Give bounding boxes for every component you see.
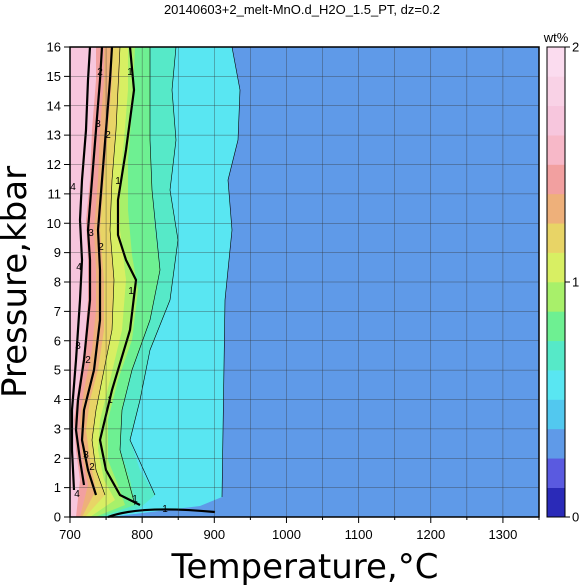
x-tick-label: 800 [131,527,153,542]
contour-lines [70,46,241,519]
colorbar-band [547,370,565,400]
y-tick-label: 9 [54,245,61,260]
colorbar-tick-label: 2 [572,40,579,55]
contour-label: 2 [89,462,95,473]
colorbar-band [547,399,565,430]
contour-label: 4 [70,182,76,193]
colorbar-band [547,76,565,107]
colorbar-band [547,340,565,371]
y-tick-label: 0 [54,510,61,525]
colorbar-band [547,164,565,195]
colorbar-title: wt% [543,30,569,45]
contour-label: 3 [88,228,94,239]
contour-line-4 [70,46,92,491]
contour-label: 1 [162,504,168,515]
contour-label-group: 1 1 1 1 1 1 2 2 2 2 2 3 3 3 3 4 4 4 [70,67,168,515]
colorbar-band [547,311,565,342]
contour-label: 1 [128,286,134,297]
y-tick-label: 1 [54,480,61,495]
contour-line-3 [74,46,104,486]
contour-label: 2 [105,130,111,141]
x-tick-label: 1100 [345,527,373,542]
colorbar-band [547,47,565,77]
contour-line-thin-2 [129,46,179,496]
plot-area: 1 1 1 1 1 1 2 2 2 2 2 3 3 3 3 4 4 4 [69,46,540,519]
colorbar: 0 1 2 [546,40,579,525]
chart-title: 20140603+2_melt-MnO.d_H2O_1.5_PT, dz=0.2 [164,2,440,17]
contour-label: 4 [74,489,80,500]
colorbar-band [547,193,565,224]
y-tick-label: 4 [54,392,61,407]
colorbar-tick-label: 0 [572,510,579,525]
contour-label: 3 [75,341,81,352]
x-tick-label: 700 [59,527,81,542]
x-axis-title: Temperature,°C [171,547,439,587]
contour-label: 2 [97,67,103,78]
contour-line-1 [107,508,216,519]
colorbar-band [547,428,565,459]
x-tick-label: 1300 [488,527,517,542]
colorbar-band [547,282,565,312]
y-tick-label: 3 [54,421,61,436]
y-tick-label: 11 [48,186,62,201]
y-tick-label: 14 [47,98,61,113]
y-tick-label: 10 [47,216,61,231]
contour-line-2 [80,46,114,496]
contour-line-thin-1 [119,47,161,506]
y-tick-label: 8 [54,275,61,290]
y-tick-label: 2 [54,451,61,466]
contour-label: 2 [98,242,104,253]
contour-label: 1 [132,494,138,505]
contour-line-thin-4 [91,46,121,496]
y-axis-title: Pressure,kbar [0,166,35,398]
y-tick-label: 7 [54,304,61,319]
colorbar-band [547,135,565,165]
colorbar-tick-label: 1 [572,275,579,290]
x-tick-label: 1000 [272,527,301,542]
y-tick-label: 15 [47,69,61,84]
contour-label: 1 [115,176,121,187]
contour-label: 1 [107,395,113,406]
contour-label: 1 [127,67,133,78]
contour-label: 3 [83,450,89,461]
colorbar-band [547,487,565,518]
y-tick-label: 6 [54,333,61,348]
x-tick-label: 1200 [416,527,445,542]
x-tick-label: 900 [203,527,225,542]
colorbar-band [547,105,565,136]
colorbar-band [547,223,565,253]
contour-label: 2 [85,355,91,366]
colorbar-band [547,252,565,283]
y-tick-label: 5 [54,363,61,378]
x-axis: 700 800 900 1000 1100 1200 1300 [59,517,540,542]
contour-label: 4 [76,262,82,273]
contour-label: 3 [95,119,101,130]
colorbar-band [547,458,565,488]
y-tick-label: 12 [47,157,61,172]
contour-line-thin-3 [221,46,241,498]
y-tick-label: 16 [47,40,61,55]
y-tick-label: 13 [47,128,61,143]
